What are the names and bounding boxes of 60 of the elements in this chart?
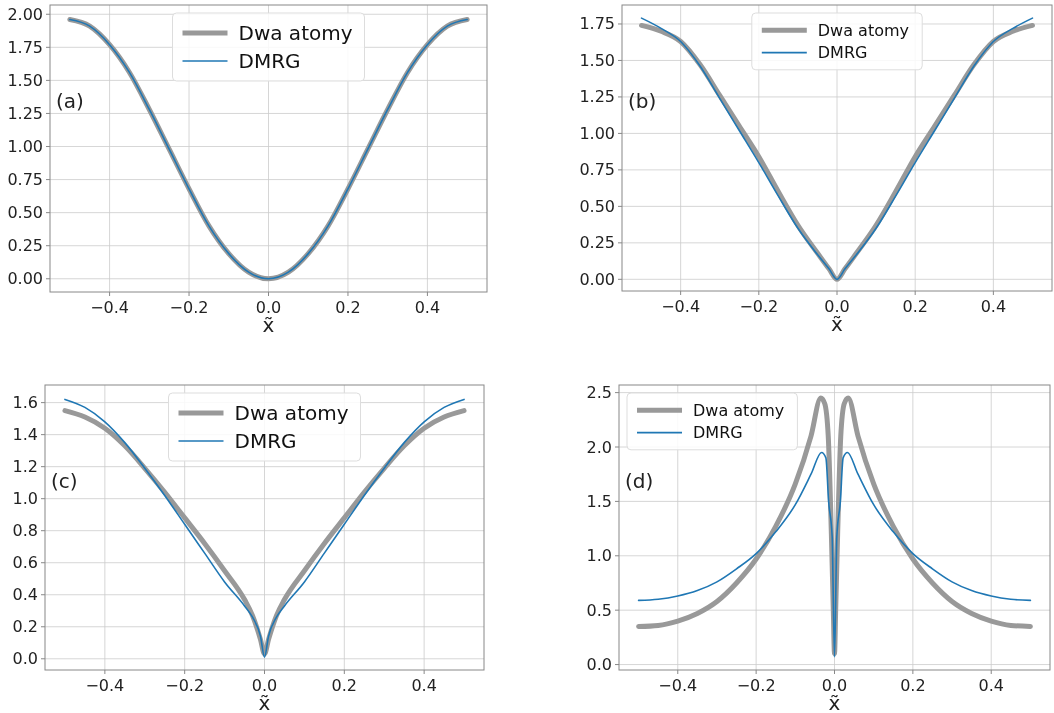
y-tick-label: 1.75 [579, 14, 615, 34]
y-tick-label: 0.0 [586, 655, 612, 675]
y-tick-label: 1.00 [7, 137, 43, 157]
annotation: (b) [628, 88, 657, 113]
y-tick-label: 1.75 [7, 37, 43, 57]
legend-label: DMRG [234, 429, 297, 453]
y-tick-label: 1.5 [586, 491, 612, 511]
x-tick-label: 0.2 [900, 676, 926, 695]
y-tick-label: 2.0 [586, 437, 612, 457]
y-tick-label: 1.25 [579, 87, 615, 107]
y-tick-label: 0.00 [579, 269, 615, 289]
x-tick-label: 0.2 [902, 297, 928, 316]
x-tick-label: −0.4 [90, 298, 130, 317]
y-tick-label: 0.0 [12, 649, 38, 669]
y-tick-label: 1.0 [12, 489, 38, 509]
x-tick-label: −0.2 [739, 297, 779, 316]
y-tick-label: 1.50 [579, 50, 615, 70]
y-tick-label: 0.8 [12, 521, 38, 541]
legend-label: Dwa atomy [238, 21, 353, 45]
y-tick-label: 0.50 [7, 203, 43, 223]
legend-label: Dwa atomy [693, 400, 785, 420]
annotation: (d) [625, 468, 654, 493]
y-tick-label: 1.2 [12, 457, 38, 477]
y-tick-label: 0.25 [579, 233, 615, 253]
y-tick-label: 1.25 [7, 103, 43, 123]
x-tick-label: 0.4 [980, 297, 1007, 316]
y-tick-label: 0.5 [586, 600, 612, 620]
x-tick-label: −0.2 [165, 676, 205, 695]
y-tick-label: 0.50 [579, 196, 615, 216]
y-tick-label: 0.00 [7, 269, 43, 289]
y-tick-label: 1.00 [579, 123, 615, 143]
x-tick-label: 0.2 [331, 676, 358, 695]
x-tick-label: 0.4 [411, 676, 437, 695]
x-tick-label: −0.2 [169, 298, 209, 317]
legend-label: Dwa atomy [234, 401, 349, 425]
y-tick-label: 0.75 [579, 160, 615, 180]
y-tick-label: 1.50 [7, 70, 43, 90]
y-tick-label: 1.0 [586, 546, 612, 566]
x-tick-label: 0.2 [335, 298, 361, 317]
y-tick-label: 2.00 [7, 4, 43, 24]
x-tick-label: −0.4 [85, 676, 125, 695]
x-tick-label: −0.4 [661, 297, 701, 316]
y-tick-label: 2.5 [586, 383, 612, 403]
x-tick-label: −0.4 [658, 676, 698, 695]
annotation: (c) [51, 468, 78, 493]
y-tick-label: 0.6 [12, 553, 38, 573]
y-tick-label: 0.25 [7, 236, 43, 256]
x-tick-label: 0.4 [414, 298, 441, 317]
x-tick-label: 0.4 [978, 676, 1004, 695]
legend-label: DMRG [238, 49, 301, 73]
legend-label: DMRG [817, 43, 868, 63]
y-tick-label: 1.6 [12, 393, 38, 413]
y-tick-label: 1.4 [12, 425, 38, 445]
y-tick-label: 0.2 [12, 617, 38, 637]
x-tick-label: −0.2 [736, 676, 776, 695]
annotation: (a) [56, 89, 84, 114]
legend-label: Dwa atomy [817, 20, 910, 40]
y-tick-label: 0.75 [7, 170, 43, 190]
y-tick-label: 0.4 [12, 585, 38, 605]
legend-label: DMRG [693, 423, 743, 443]
